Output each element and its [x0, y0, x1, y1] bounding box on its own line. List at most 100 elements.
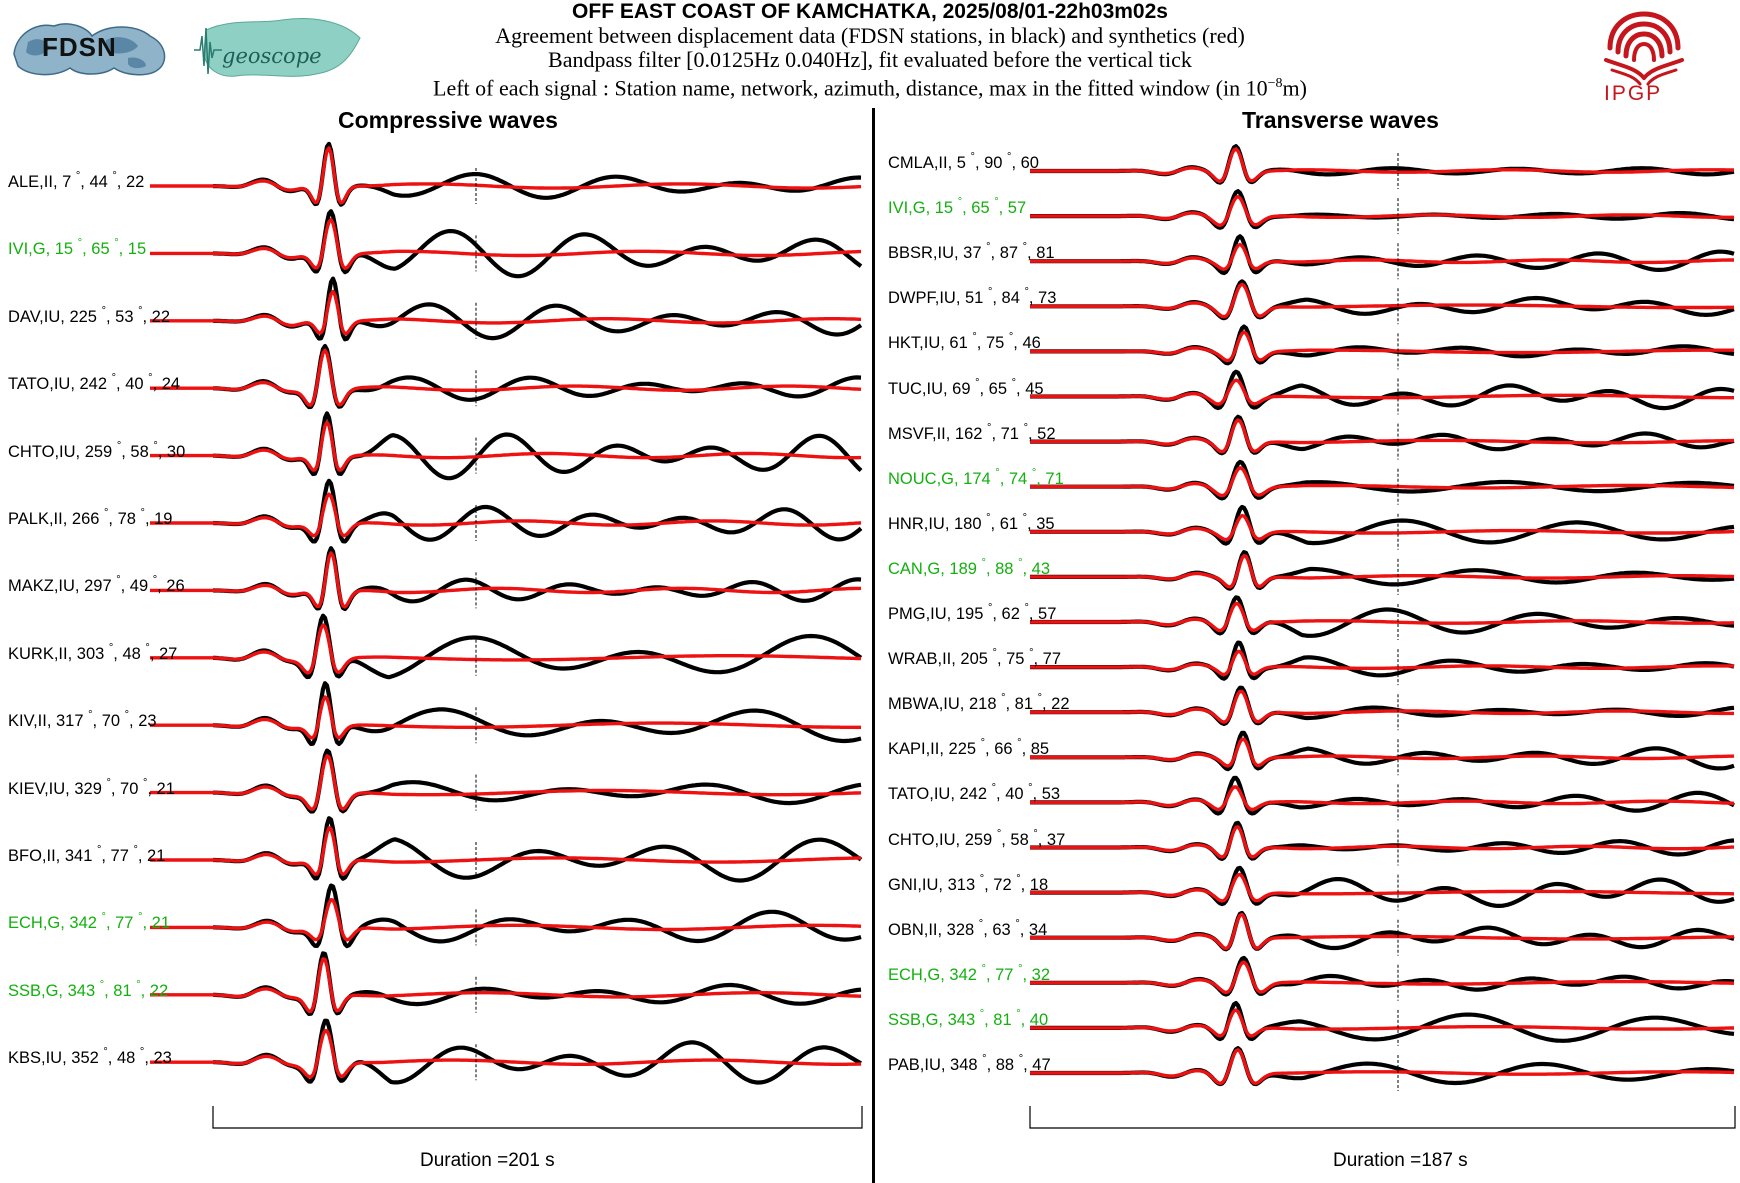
station-label-max: , 30 [157, 442, 186, 461]
transverse-data-trace-bbsr [1029, 234, 1735, 276]
station-label-name-azimuth: ECH,G, 342 [888, 965, 982, 984]
transverse-synthetic-trace-ivi [1030, 195, 1734, 227]
station-label-name-azimuth: TATO,IU, 242 [888, 785, 992, 804]
station-label-name-azimuth: PALK,II, 266 [8, 510, 105, 528]
station-label-distance: , 70 [92, 712, 125, 731]
degree-sign: ° [112, 170, 117, 182]
station-label-distance: , 65 [979, 379, 1012, 398]
station-label-max: , 53 [1032, 785, 1061, 804]
degree-sign: ° [138, 911, 143, 924]
degree-sign: ° [1018, 556, 1023, 569]
station-label-max: , 22 [140, 981, 169, 1000]
transverse-data-trace-ech [1029, 955, 1735, 997]
degree-sign: ° [142, 776, 148, 789]
compressive-synthetic-trace-bfo [150, 826, 861, 877]
transverse-data-trace-tato [1029, 775, 1735, 816]
degree-sign: ° [979, 872, 985, 885]
station-label-name-azimuth: DAV,IU, 225 [8, 307, 102, 326]
degree-sign: ° [957, 196, 963, 209]
degree-sign: ° [108, 641, 114, 654]
degree-sign: ° [981, 962, 986, 975]
degree-sign: ° [987, 602, 993, 614]
station-label-name-azimuth: HKT,IU, 61 [888, 334, 973, 353]
transverse-data-trace-tuc [1029, 369, 1735, 411]
station-label-distance: , 88 [986, 1056, 1019, 1074]
compressive-data-trace-kurk [212, 613, 863, 680]
degree-sign: ° [88, 709, 93, 722]
station-label-max: , 22 [142, 307, 171, 326]
degree-sign: ° [116, 574, 121, 587]
transverse-data-trace-pmg [1029, 595, 1735, 638]
compressive-data-trace-makz [212, 546, 862, 612]
transverse-data-trace-mbwa [1029, 685, 1735, 727]
transverse-synthetic-trace-chto [1030, 825, 1734, 859]
transverse-synthetic-trace-bbsr [1030, 242, 1734, 271]
station-label-distance: , 71 [991, 424, 1024, 443]
degree-sign: ° [1007, 151, 1012, 163]
station-label-max: , 21 [137, 847, 166, 865]
station-label-name-azimuth: ECH,G, 342 [8, 914, 102, 933]
station-label-name-azimuth: SSB,G, 343 [888, 1010, 980, 1029]
degree-sign: ° [75, 170, 81, 182]
station-label-max: , 21 [142, 914, 170, 933]
station-label-distance: , 61 [990, 514, 1023, 533]
station-label-max: , 77 [1033, 650, 1061, 669]
compressive-synthetic-trace-dav [150, 289, 861, 336]
subtitle-line-2: Bandpass filter [0.0125Hz 0.040Hz], fit … [548, 47, 1192, 72]
compressive-synthetic-trace-chto [150, 420, 861, 472]
degree-sign: ° [994, 196, 999, 209]
degree-sign: ° [153, 439, 158, 452]
fdsn-logo: FDSN [10, 14, 170, 80]
transverse-station-label: HKT,IU, 61 °, 75 °, 46 [888, 331, 1041, 353]
subtitle-line-3-unit: m) [1282, 75, 1307, 101]
degree-sign: ° [996, 827, 1002, 840]
transverse-synthetic-trace-tuc [1030, 378, 1734, 406]
degree-sign: ° [1016, 1007, 1021, 1020]
degree-sign: ° [1022, 511, 1028, 524]
degree-sign: ° [145, 641, 150, 654]
station-label-distance: , 88 [985, 559, 1019, 578]
degree-sign: ° [975, 376, 980, 389]
degree-sign: ° [1024, 602, 1029, 614]
transverse-station-label: MBWA,IU, 218 °, 81 °, 22 [888, 692, 1070, 714]
degree-sign: ° [133, 844, 138, 856]
transverse-synthetic-trace-gni [1030, 872, 1734, 903]
compressive-station-label: BFO,II, 341 °, 77 °, 21 [8, 844, 165, 866]
transverse-data-trace-msvf [1029, 414, 1735, 456]
transverse-station-label: MSVF,II, 162 °, 71 °, 52 [888, 422, 1056, 444]
transverse-station-label: BBSR,IU, 37 °, 87 °, 81 [888, 241, 1055, 263]
transverse-data-trace-kapi [1029, 730, 1735, 772]
station-label-name-azimuth: KIV,II, 317 [8, 712, 89, 731]
transverse-station-label: GNI,IU, 313 °, 72 °, 18 [888, 873, 1048, 895]
station-label-name-azimuth: PAB,IU, 348 [888, 1056, 983, 1074]
degree-sign: ° [99, 978, 105, 991]
transverse-synthetic-trace-nouc [1030, 466, 1734, 498]
station-label-name-azimuth: PMG,IU, 195 [888, 605, 988, 623]
degree-sign: ° [1018, 962, 1023, 975]
station-label-distance: , 63 [983, 920, 1016, 939]
station-label-distance: , 77 [105, 914, 139, 933]
degree-sign: ° [124, 709, 130, 722]
degree-sign: ° [96, 844, 102, 856]
station-label-max: , 19 [144, 510, 173, 528]
compressive-station-label: IVI,G, 15 °, 65 °, 15 [8, 237, 146, 259]
station-label-distance: , 65 [962, 199, 995, 218]
station-label-name-azimuth: BFO,II, 341 [8, 847, 97, 865]
station-label-distance: , 48 [107, 1049, 140, 1068]
transverse-synthetic-trace-pab [1030, 1048, 1734, 1085]
transverse-station-label: IVI,G, 15 °, 65 °, 57 [888, 196, 1026, 218]
transverse-synthetic-trace-obn [1030, 912, 1734, 951]
station-label-max: , 81 [1027, 244, 1055, 263]
transverse-station-label: PAB,IU, 348 °, 88 °, 47 [888, 1053, 1051, 1075]
station-label-distance: , 40 [116, 375, 149, 394]
transverse-data-trace-can [1029, 550, 1735, 591]
station-label-distance: , 84 [992, 289, 1025, 308]
station-label-distance: , 49 [120, 577, 153, 596]
station-label-max: , 21 [147, 779, 175, 798]
degree-sign: ° [140, 507, 145, 519]
station-label-name-azimuth: BBSR,IU, 37 [888, 244, 987, 263]
station-label-name-azimuth: OBN,II, 328 [888, 920, 979, 939]
transverse-synthetic-trace-can [1030, 554, 1735, 589]
station-label-max: , 60 [1011, 154, 1039, 172]
station-label-name-azimuth: KBS,IU, 352 [8, 1049, 104, 1068]
